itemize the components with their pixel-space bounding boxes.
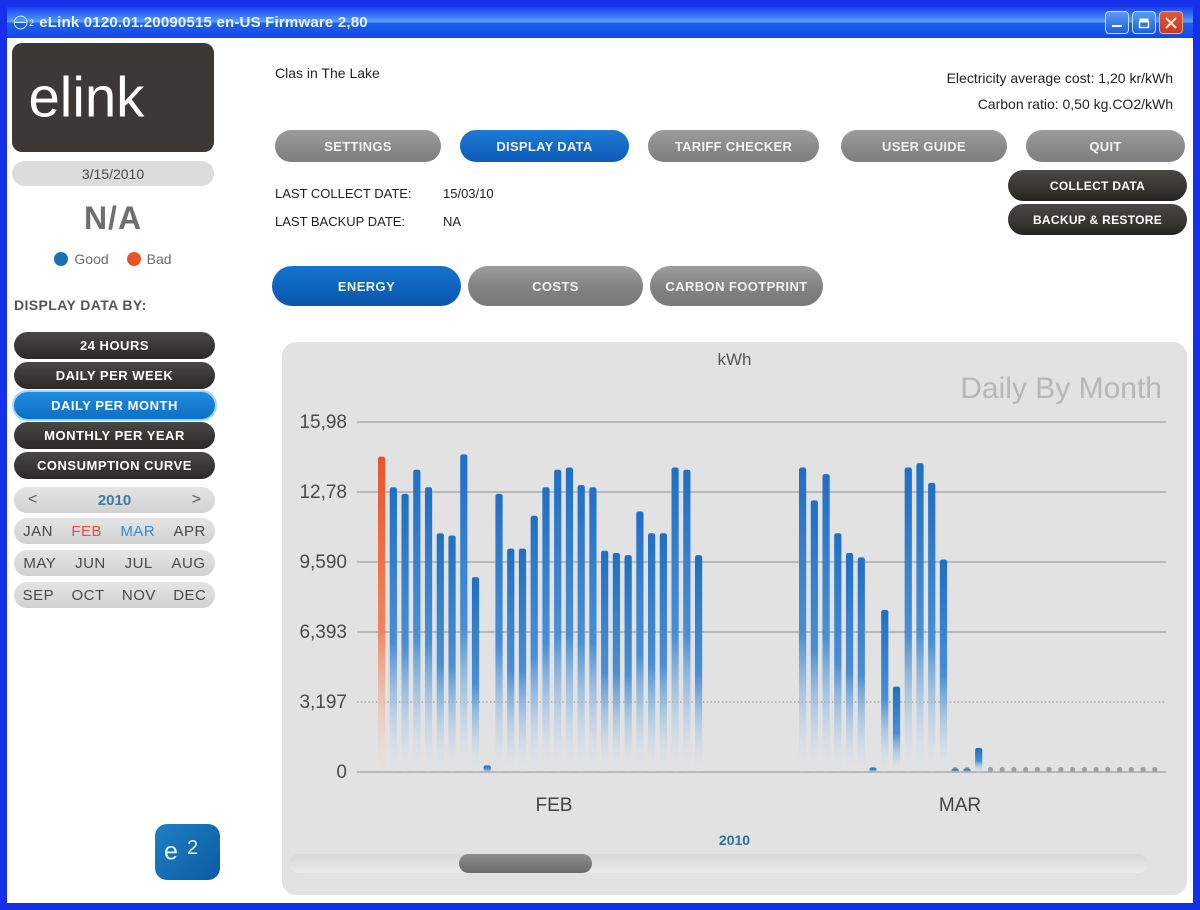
svg-text:e: e bbox=[164, 838, 178, 866]
svg-text:elink: elink bbox=[28, 67, 145, 129]
svg-text:12,78: 12,78 bbox=[299, 482, 347, 503]
svg-text:9,590: 9,590 bbox=[299, 552, 347, 573]
svg-text:0: 0 bbox=[336, 762, 347, 783]
svg-text:15,98: 15,98 bbox=[299, 412, 347, 433]
svg-text:3,197: 3,197 bbox=[299, 692, 347, 713]
svg-text:2: 2 bbox=[187, 837, 198, 859]
svg-text:6,393: 6,393 bbox=[299, 622, 347, 643]
